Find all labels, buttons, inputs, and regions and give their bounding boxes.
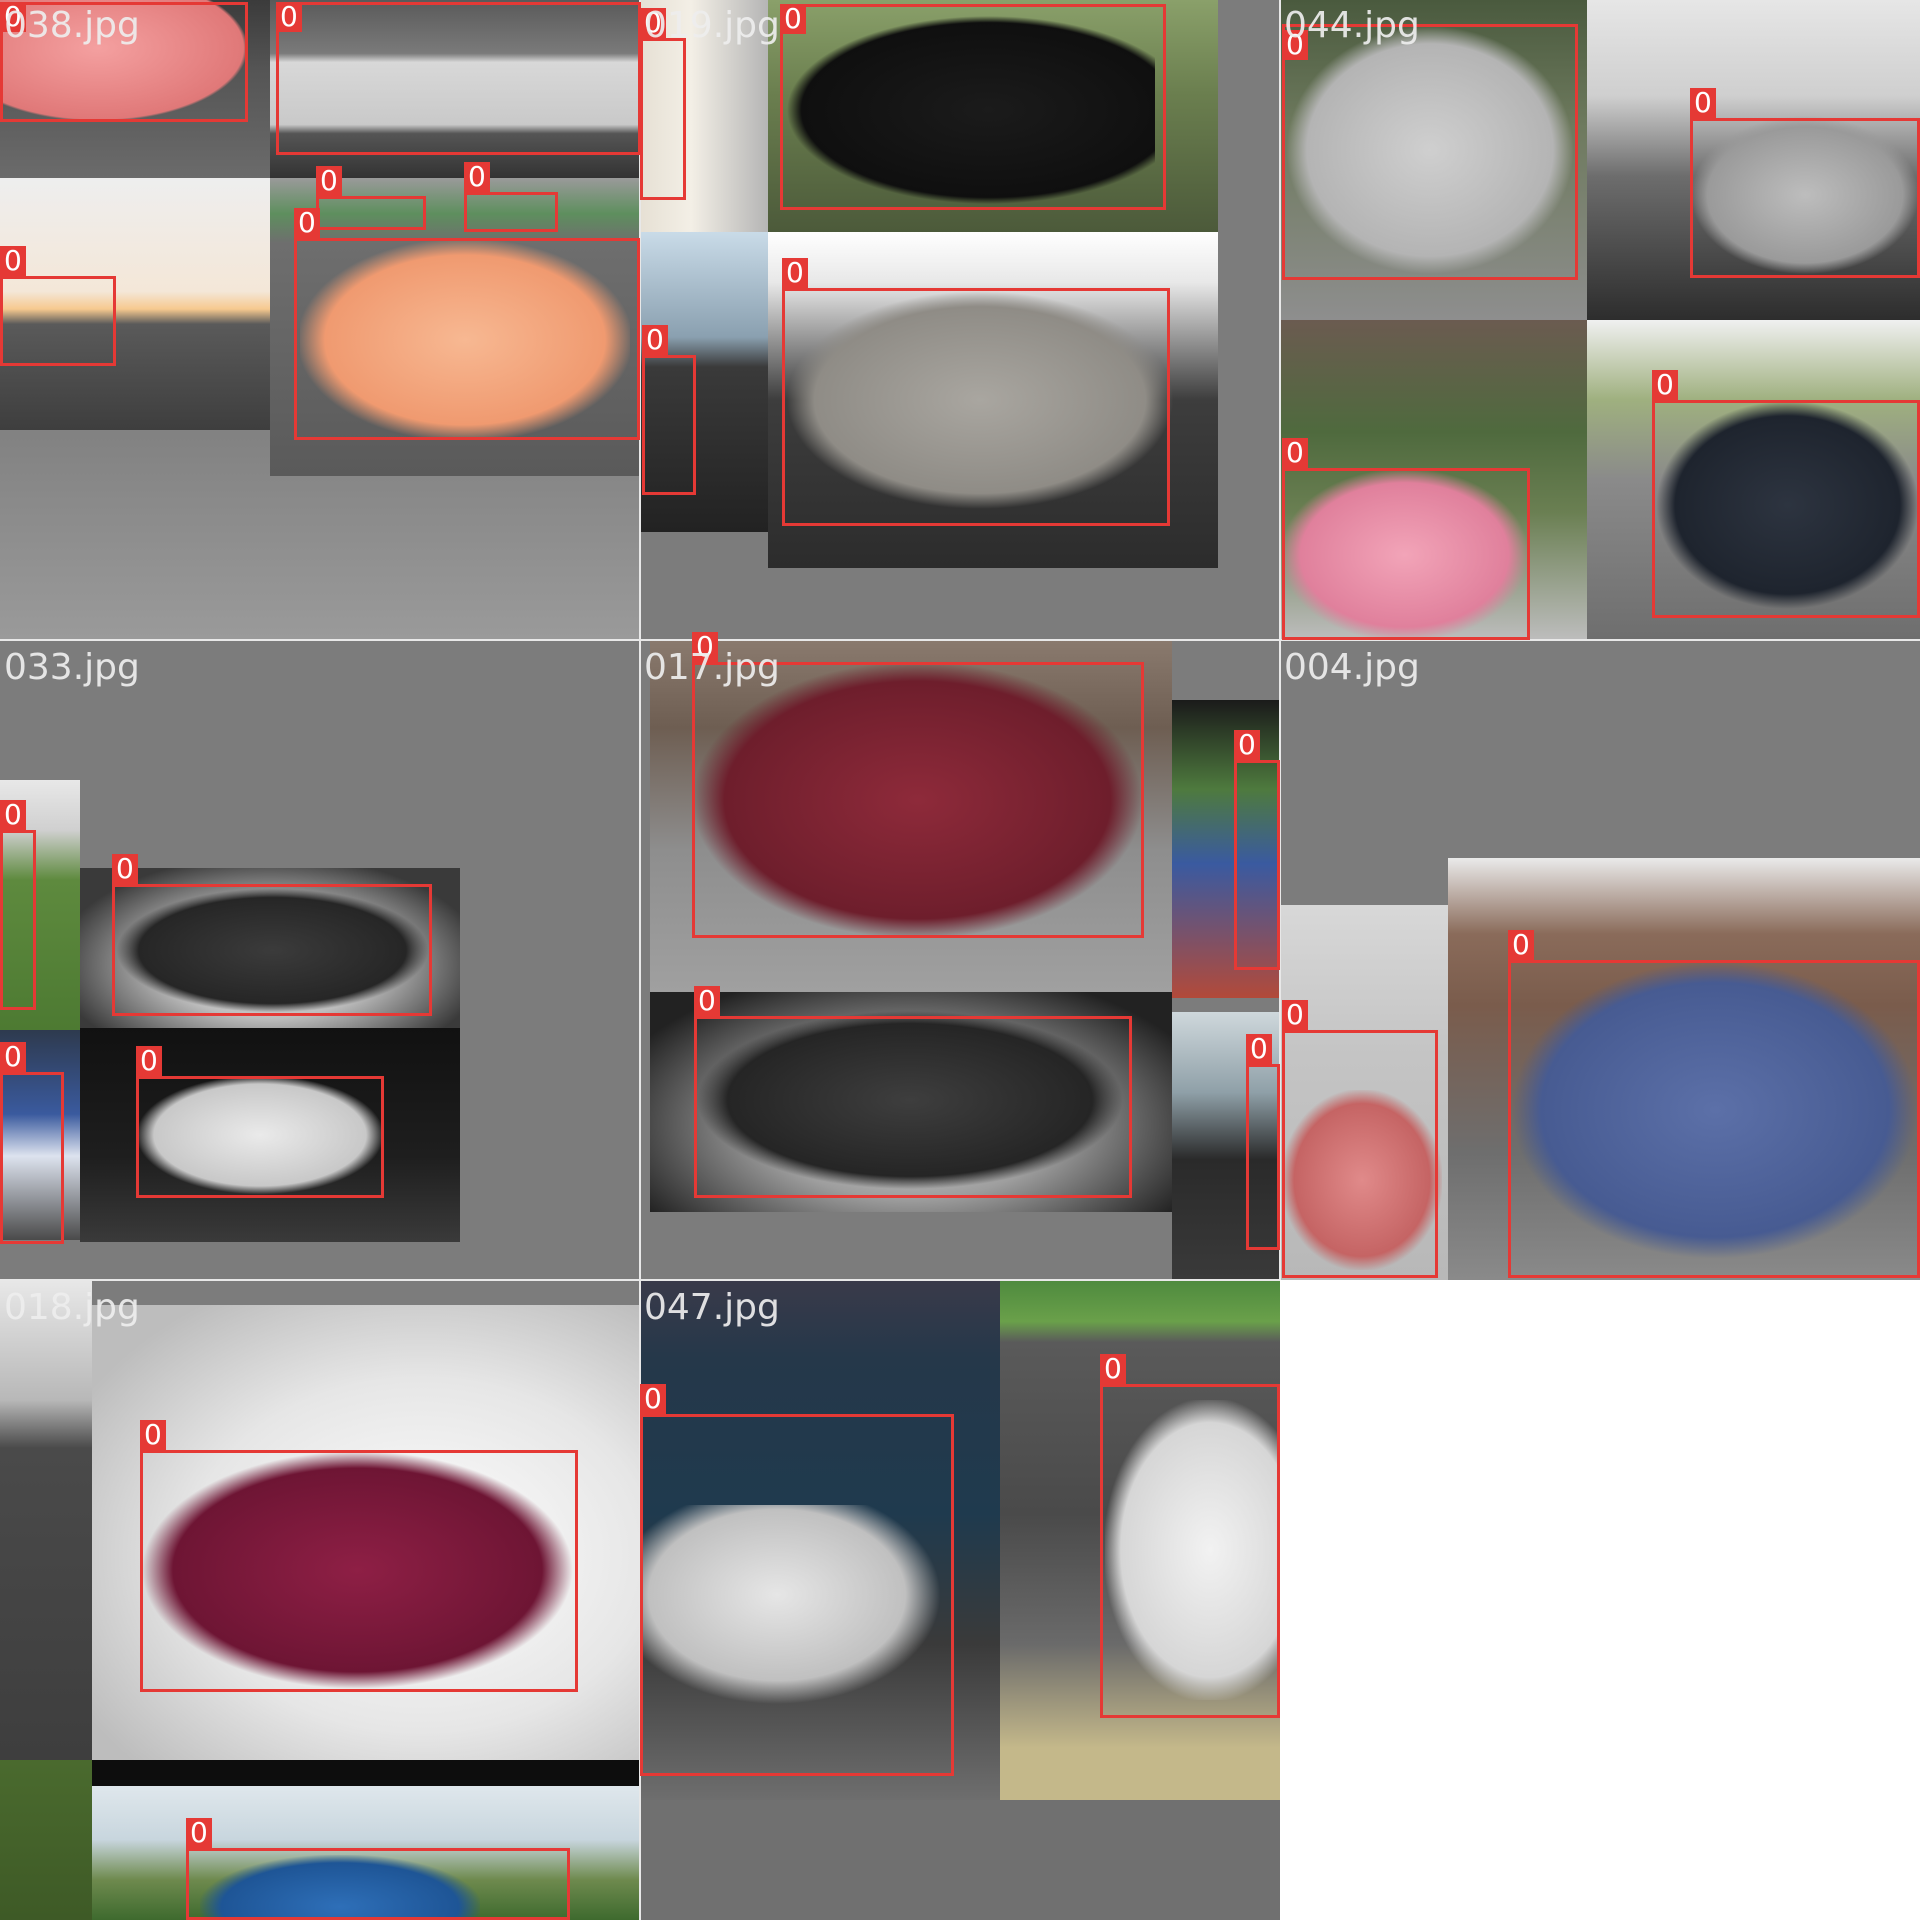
detection-label: 0 <box>1100 1354 1126 1384</box>
detection-label: 0 <box>276 2 302 32</box>
detection-label: 0 <box>294 208 320 238</box>
photo-red-sienna-body <box>690 660 1145 940</box>
tile-filename: 018.jpg <box>4 1287 140 1328</box>
tile-filename: 047.jpg <box>644 1287 780 1328</box>
photo-pink-laferrari-body <box>1282 470 1527 640</box>
photo-black-pickup-body <box>785 15 1155 205</box>
detection-label: 0 <box>0 2 26 32</box>
tile-filename: 017.jpg <box>644 647 780 688</box>
detection-box <box>782 288 1170 526</box>
detection-box <box>640 1414 954 1776</box>
photo-dark-civic-studio-body <box>115 888 430 1013</box>
detection-box <box>0 276 116 366</box>
detection-box <box>1652 400 1920 618</box>
grid-divider <box>0 1279 1280 1281</box>
detection-box <box>692 662 1144 938</box>
detection-label: 0 <box>0 1042 26 1072</box>
detection-box <box>640 38 686 200</box>
detection-box <box>0 830 36 1010</box>
photo-silver-hatch-body <box>785 290 1175 510</box>
tile-filename: 004.jpg <box>1284 647 1420 688</box>
photo-silver-alto-body <box>1285 25 1575 275</box>
detection-box <box>294 238 640 440</box>
detection-box <box>112 884 432 1016</box>
detection-label: 0 <box>140 1420 166 1450</box>
detection-label: 0 <box>640 8 666 38</box>
photo-white-car-shadow-body <box>642 1505 942 1705</box>
detection-label: 0 <box>1282 438 1308 468</box>
detection-label: 0 <box>1282 30 1308 60</box>
detection-box <box>186 1848 570 1920</box>
detection-box <box>642 355 696 495</box>
detection-box <box>464 192 558 232</box>
detection-label: 0 <box>136 1046 162 1076</box>
detection-box <box>780 4 1166 210</box>
detection-label: 0 <box>692 632 718 662</box>
photo-dark-civic-sedan-body <box>1655 400 1920 610</box>
photo-red-ferrari-488-body <box>1282 1090 1442 1270</box>
grid-divider <box>639 0 641 1920</box>
detection-label: 0 <box>780 4 806 34</box>
photo-police-street-body <box>1105 1400 1280 1700</box>
detection-label: 0 <box>1690 88 1716 118</box>
photo-black-band <box>92 1760 640 1786</box>
detection-box <box>1690 118 1920 278</box>
detection-label: 0 <box>782 258 808 288</box>
detection-box <box>1234 760 1280 970</box>
detection-label: 0 <box>1282 1000 1308 1030</box>
detection-label: 0 <box>186 1818 212 1848</box>
photo-silver-civic <box>270 0 640 178</box>
detection-label: 0 <box>0 800 26 830</box>
detection-label: 0 <box>464 162 490 192</box>
photo-white-civic-night-body <box>135 1075 385 1195</box>
photo-dark-civic-studio-2-body <box>695 1010 1125 1190</box>
detection-label: 0 <box>0 246 26 276</box>
grid-divider <box>0 639 1280 641</box>
detection-label: 0 <box>1508 930 1534 960</box>
detection-label: 0 <box>1234 730 1260 760</box>
photo-street-crowd <box>1172 700 1280 998</box>
detection-label: 0 <box>640 1384 666 1414</box>
detection-box <box>0 1072 64 1244</box>
photo-blue-hatch-yard-body <box>1510 960 1920 1260</box>
photo-blue-sedan-palms-body <box>200 1855 480 1920</box>
photo-pink-car-body <box>0 0 245 120</box>
tile-filename: 038.jpg <box>4 5 140 46</box>
detection-label: 0 <box>1652 370 1678 400</box>
tile-filename: 033.jpg <box>4 647 140 688</box>
detection-label: 0 <box>112 854 138 884</box>
tile-filename: 019.jpg <box>644 5 780 46</box>
detection-label: 0 <box>694 986 720 1016</box>
photo-road-strip <box>0 1280 92 1760</box>
detection-box <box>1246 1064 1280 1250</box>
detection-label: 0 <box>1246 1034 1272 1064</box>
detection-box <box>276 2 641 155</box>
photo-prius-body <box>1690 115 1920 275</box>
detection-box <box>1282 24 1578 280</box>
detection-box <box>1282 1030 1438 1278</box>
photo-maroon-corolla-body <box>140 1450 575 1690</box>
detection-box <box>0 2 248 122</box>
detection-box <box>136 1076 384 1198</box>
grid-divider <box>1280 639 1920 641</box>
photo-orange-lambo-body <box>300 240 630 440</box>
detection-box <box>140 1450 578 1692</box>
photo-garden-strip <box>0 1760 92 1920</box>
detection-box <box>1100 1384 1280 1718</box>
detection-label: 0 <box>316 166 342 196</box>
detection-box <box>316 196 426 230</box>
photo-mountain-road <box>640 232 768 532</box>
detection-box <box>1282 468 1530 640</box>
photo-sunset-field <box>0 178 270 430</box>
detection-box <box>694 1016 1132 1198</box>
tile-filename: 044.jpg <box>1284 5 1420 46</box>
detection-label: 0 <box>642 325 668 355</box>
detection-box <box>1508 960 1920 1278</box>
